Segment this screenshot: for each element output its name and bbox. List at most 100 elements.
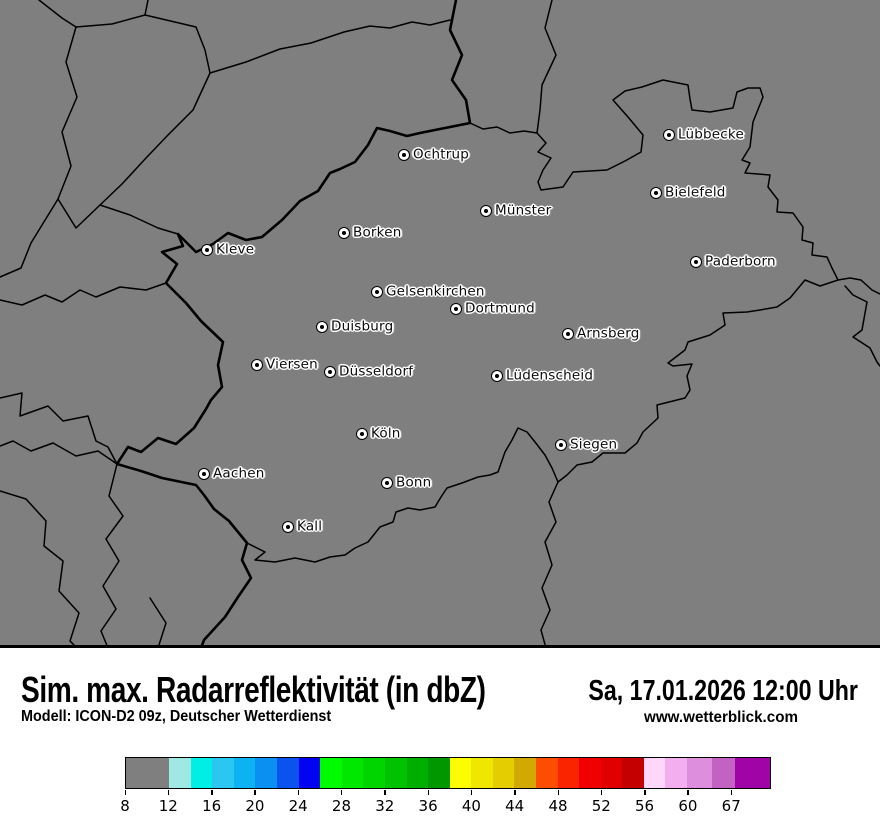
city-label: Bonn: [396, 474, 432, 491]
tick-mark: [254, 790, 256, 795]
city-dot-center: [694, 260, 698, 264]
tick-label: 67: [721, 797, 741, 815]
city-dot-center: [454, 307, 458, 311]
city-label: Düsseldorf: [339, 363, 414, 380]
map-borders: [0, 0, 880, 645]
city-dot-icon: [399, 150, 409, 160]
border-line: [536, 0, 557, 134]
colorbar-segment: [449, 758, 472, 788]
tick-mark: [600, 790, 603, 795]
city-dot-center: [559, 443, 563, 447]
tick-label: 20: [245, 797, 265, 815]
tick-mark: [124, 790, 126, 795]
border-line: [0, 490, 80, 645]
tick-label: 40: [461, 797, 481, 815]
city-label: Siegen: [570, 436, 618, 453]
city-dot-icon: [202, 245, 212, 255]
border-line: [0, 440, 118, 465]
colorbar-segment: [277, 758, 299, 788]
city-label: Gelsenkirchen: [386, 283, 485, 300]
border-line: [246, 279, 839, 563]
city-label: Duisburg: [331, 318, 394, 335]
colorbar-segment: [643, 758, 666, 788]
colorbar-segment: [298, 758, 321, 788]
city-dot-icon: [492, 371, 502, 381]
website-url: www.wetterblick.com: [643, 709, 799, 726]
city-dot-center: [360, 432, 364, 436]
border-line: [57, 72, 211, 229]
colorbar-segment: [363, 758, 385, 788]
city-dot-center: [205, 248, 209, 252]
city-dot-icon: [651, 188, 661, 198]
colorbar-segment: [212, 758, 234, 788]
city-dot-center: [385, 481, 389, 485]
tick-label: 48: [548, 797, 568, 815]
tick-label: 12: [158, 797, 178, 815]
tick-label: 8: [120, 797, 130, 815]
city-label: Münster: [495, 202, 552, 219]
city-dot-icon: [372, 287, 382, 297]
city-dot-icon: [199, 469, 209, 479]
weather-map: Ochtrup Lübbecke Münster Bielefeld Borke…: [0, 0, 880, 648]
tick-label: 60: [678, 797, 698, 815]
city-label: Köln: [371, 425, 401, 442]
forecast-datetime: Sa, 17.01.2026 12:00 Uhr: [588, 675, 858, 707]
city-dot-center: [495, 374, 499, 378]
tick-mark: [730, 790, 733, 795]
city-label: Aachen: [213, 465, 265, 482]
colorbar-segment: [687, 758, 712, 788]
colorbar-segment: [233, 758, 256, 788]
city-dot-icon: [563, 329, 573, 339]
tick-label: 44: [505, 797, 525, 815]
colorbar-segment: [665, 758, 688, 788]
border-line: [149, 597, 167, 645]
colorbar-segment: [622, 758, 644, 788]
tick-mark: [340, 790, 343, 795]
city-dot-center: [328, 370, 332, 374]
tick-mark: [514, 790, 516, 795]
colorbar-segment: [384, 758, 407, 788]
dbz-colorbar: [125, 757, 771, 789]
city-dot-center: [255, 363, 259, 367]
city-dot-icon: [325, 367, 335, 377]
city-dot-icon: [357, 429, 367, 439]
colorbar-segment: [341, 758, 364, 788]
city-label: Dortmund: [465, 300, 535, 317]
tick-mark: [644, 790, 646, 795]
page-title: Sim. max. Radarreflektivität (in dbZ): [21, 669, 486, 710]
city-label: Kleve: [216, 241, 255, 258]
colorbar-segment: [536, 758, 558, 788]
border-line: [144, 14, 211, 74]
city-label: Lüdenscheid: [506, 367, 594, 384]
border-line: [0, 392, 118, 465]
city-dot-icon: [317, 322, 327, 332]
city-label: Arnsberg: [577, 325, 640, 342]
tick-label: 52: [591, 797, 611, 815]
city-dot-icon: [283, 522, 293, 532]
border-line: [469, 79, 839, 281]
border-line: [0, 26, 78, 278]
city-dot-center: [202, 472, 206, 476]
city-dot-icon: [691, 257, 701, 267]
border-line: [99, 204, 179, 235]
colorbar-segment: [514, 758, 536, 788]
colorbar-segment: [711, 758, 735, 788]
city-dot-icon: [451, 304, 461, 314]
border-line: [0, 282, 167, 306]
colorbar-segment: [255, 758, 278, 788]
city-dot-center: [566, 332, 570, 336]
national-border-line: [115, 0, 472, 645]
tick-mark: [470, 790, 473, 795]
city-label: Bielefeld: [665, 184, 726, 201]
city-dot-center: [320, 325, 324, 329]
tick-label: 32: [375, 797, 395, 815]
tick-label: 28: [331, 797, 352, 815]
city-dot-center: [286, 525, 290, 529]
city-label: Borken: [353, 224, 402, 241]
tick-mark: [427, 790, 430, 795]
tick-mark: [687, 790, 689, 795]
city-dot-center: [654, 191, 658, 195]
colorbar-segment: [579, 758, 601, 788]
tick-mark: [297, 790, 300, 795]
tick-mark: [211, 790, 213, 795]
